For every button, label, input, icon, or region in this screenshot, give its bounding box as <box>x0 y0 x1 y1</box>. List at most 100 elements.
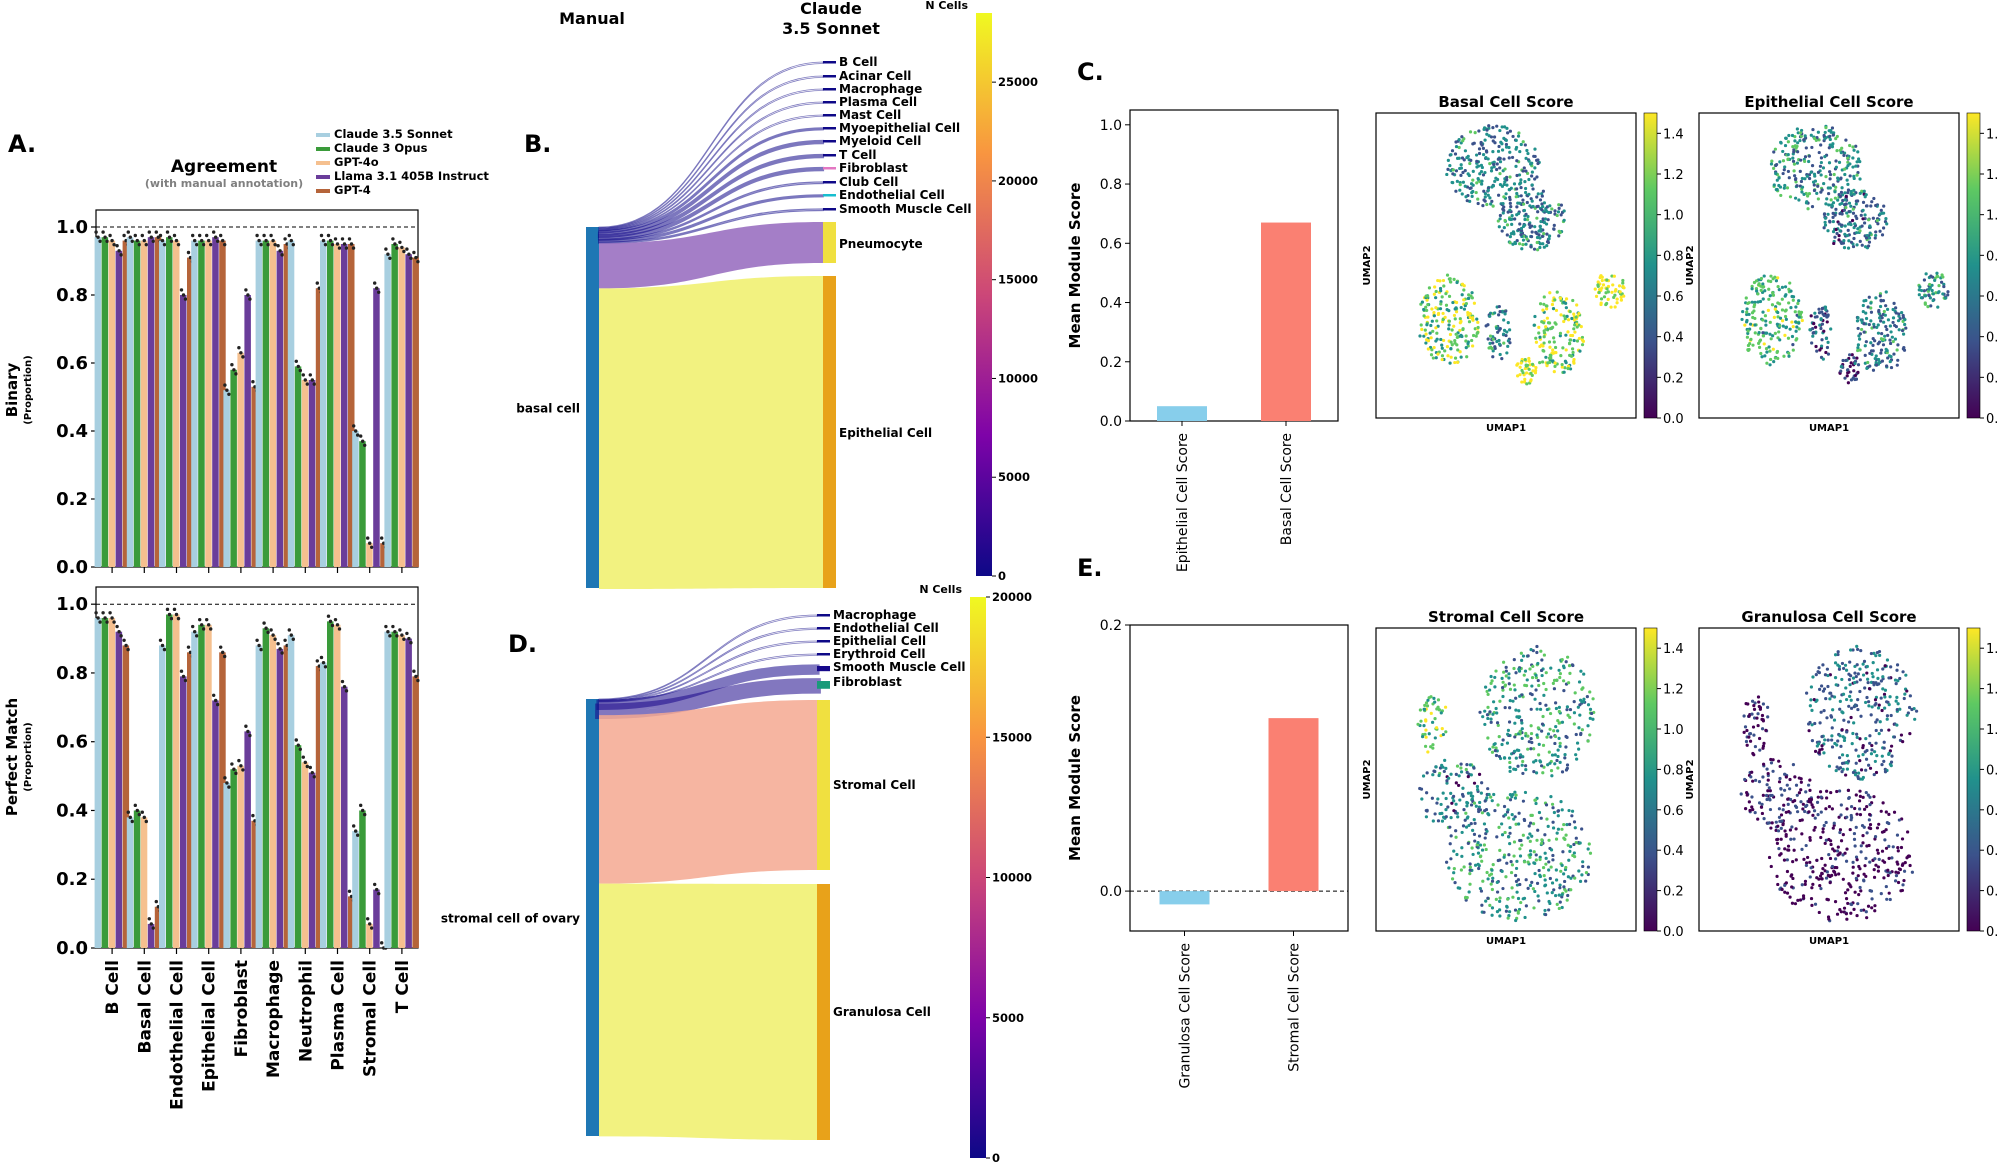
umap-point <box>1859 213 1863 217</box>
umap-point <box>1533 889 1537 894</box>
umap-point <box>1834 185 1838 189</box>
umap-point <box>1544 856 1548 860</box>
umap-point <box>1845 178 1849 182</box>
umap-point <box>1862 330 1866 334</box>
umap-point <box>1550 753 1555 757</box>
umap-point <box>1823 305 1828 309</box>
umap-point <box>1508 175 1512 179</box>
perfect-match-chart: 0.00.20.40.60.81.0B Cell Basal Cell Endoth… <box>56 586 420 1110</box>
umap-point <box>1839 190 1844 194</box>
umap-point <box>1452 324 1456 328</box>
umap-point <box>1760 355 1764 359</box>
umap-point <box>1538 759 1542 763</box>
umap-point <box>1542 341 1546 345</box>
umap-point <box>1605 278 1609 282</box>
umap-point <box>1878 316 1882 320</box>
umap-point <box>1471 178 1475 182</box>
umap-point <box>1883 313 1887 317</box>
umap-point <box>1862 807 1867 811</box>
umap-point <box>1887 812 1891 816</box>
umap-point <box>1425 308 1429 313</box>
umap-point <box>1523 357 1527 362</box>
umap-point <box>1908 694 1912 698</box>
umap-point <box>1903 322 1907 327</box>
umap-point <box>1856 326 1860 331</box>
umap-point <box>1889 764 1893 768</box>
umap-point <box>1483 191 1488 196</box>
umap-point <box>1793 775 1797 779</box>
umap-point <box>1485 870 1489 875</box>
umap-point <box>1500 869 1504 873</box>
umap-point <box>1436 705 1440 709</box>
umap-point <box>1852 837 1857 841</box>
umap-point <box>1836 650 1840 654</box>
umap-point <box>1868 734 1872 738</box>
umap-point <box>1525 148 1529 153</box>
umap-point <box>1562 836 1566 840</box>
umap-point <box>1436 312 1440 317</box>
data-dot <box>124 643 128 648</box>
umap-point <box>1471 852 1475 857</box>
umap-point <box>1889 365 1894 370</box>
umap-point <box>1788 327 1792 331</box>
colorbar-tick-label: 1.2 <box>1663 168 1684 183</box>
umap-point <box>1531 204 1535 209</box>
bar <box>230 769 237 948</box>
umap-point <box>1869 301 1873 305</box>
sankey-target-node <box>823 75 836 78</box>
umap-point <box>1885 222 1889 226</box>
umap-point <box>1783 285 1788 289</box>
umap-point <box>1462 808 1466 812</box>
bar <box>237 765 244 948</box>
umap-point <box>1914 709 1919 713</box>
data-dot <box>101 611 105 615</box>
umap-point <box>1488 710 1492 714</box>
umap-point <box>1454 144 1459 149</box>
umap-point <box>1517 709 1521 713</box>
umap-point <box>1557 206 1561 210</box>
umap-point <box>1830 734 1834 738</box>
umap-point <box>1832 849 1837 853</box>
umap-point <box>1812 322 1816 326</box>
umap-point <box>1553 209 1557 213</box>
umap-point <box>1753 331 1757 335</box>
umap-point <box>1774 279 1779 283</box>
umap-point <box>1780 285 1785 289</box>
x-tick-label: Fibroblast <box>232 960 252 1057</box>
umap-point <box>1477 147 1482 151</box>
umap-point <box>1905 713 1909 717</box>
umap-point <box>1465 199 1469 203</box>
umap-point <box>1452 867 1456 871</box>
umap-point <box>1468 865 1472 869</box>
umap-point <box>1923 294 1927 298</box>
umap-point <box>1547 750 1551 754</box>
umap-point <box>1846 228 1850 232</box>
umap-point <box>1546 824 1550 828</box>
umap-point <box>1454 306 1458 310</box>
umap-point <box>1935 271 1939 275</box>
data-dot <box>174 612 179 617</box>
umap-point <box>1509 859 1513 864</box>
umap-point <box>1864 298 1868 303</box>
data-dot <box>264 626 268 630</box>
umap-point <box>1570 814 1574 818</box>
umap-point <box>1467 823 1471 828</box>
umap-point <box>1879 299 1883 303</box>
umap-point <box>1537 810 1542 815</box>
data-dot <box>227 785 231 789</box>
bar <box>126 817 134 948</box>
umap-point <box>1852 831 1857 836</box>
umap-point <box>1865 664 1869 669</box>
umap-point <box>1875 682 1879 687</box>
sankey-link <box>599 276 823 590</box>
umap-point <box>1520 721 1524 725</box>
umap-point <box>1562 300 1566 304</box>
umap-point <box>1451 168 1455 172</box>
umap-point <box>1788 828 1793 832</box>
umap-point <box>1823 136 1827 141</box>
x-tick-label: T Cell <box>393 960 413 1013</box>
umap-point <box>1858 885 1862 890</box>
umap-point <box>1783 890 1787 894</box>
umap-point <box>1514 822 1518 826</box>
umap-point <box>1454 332 1458 336</box>
